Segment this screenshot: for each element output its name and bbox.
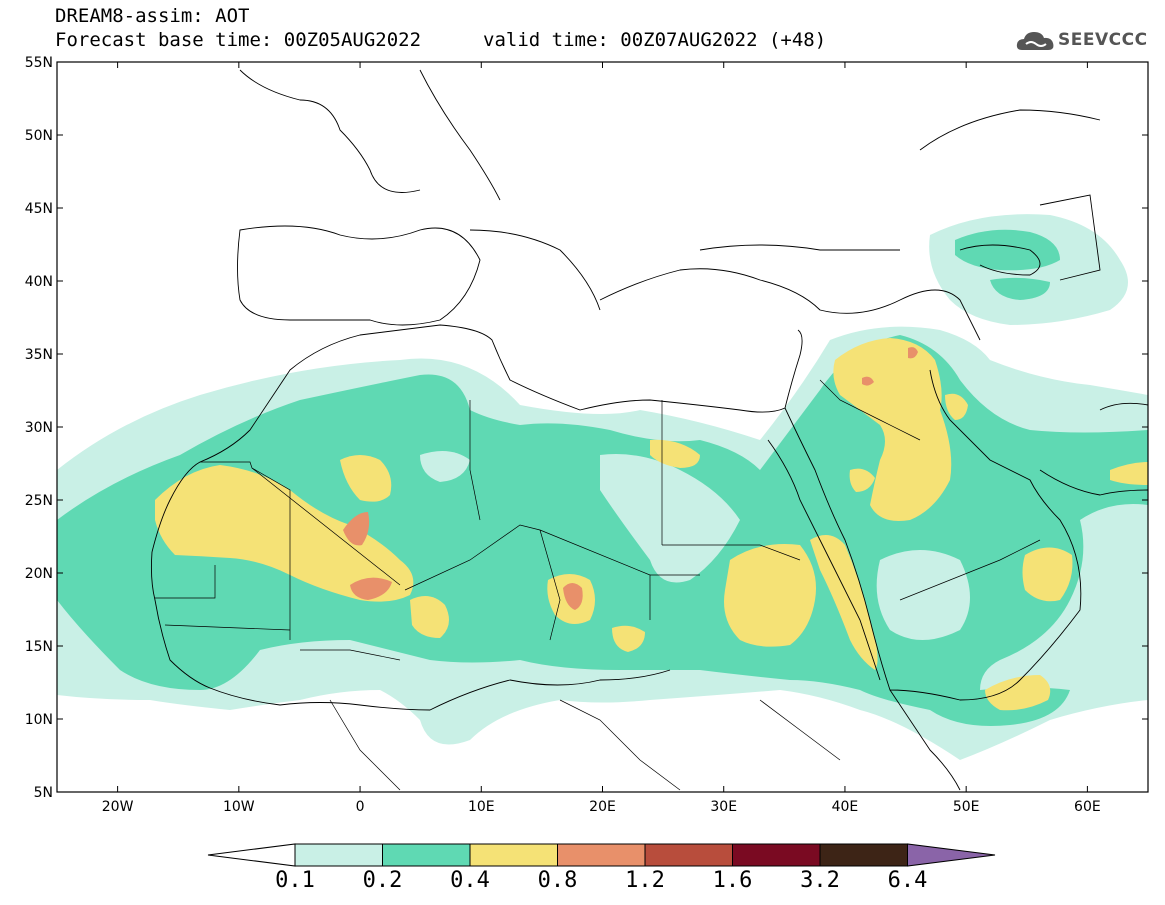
lat-tick-label: 10N bbox=[25, 712, 53, 728]
colorbar-label: 0.2 bbox=[362, 868, 403, 893]
lat-tick-label: 15N bbox=[25, 639, 53, 655]
colorbar-label: 3.2 bbox=[800, 868, 840, 893]
aot-level-0.8 bbox=[343, 347, 918, 610]
lon-tick-label: 20W bbox=[102, 799, 134, 815]
colorbar-label: 0.1 bbox=[275, 868, 315, 893]
coastlines bbox=[150, 69, 1148, 791]
lat-tick-label: 30N bbox=[25, 420, 53, 436]
colorbar bbox=[207, 843, 996, 867]
lon-tick-label: 30E bbox=[710, 799, 737, 815]
lat-tick-label: 25N bbox=[25, 493, 53, 509]
colorbar-segment bbox=[557, 843, 646, 867]
country-borders bbox=[155, 379, 1041, 791]
aot-level-0.4 bbox=[155, 338, 1148, 711]
colorbar-label: 6.4 bbox=[887, 868, 928, 893]
logo-text: SEEVCCC bbox=[1058, 30, 1148, 50]
colorbar-segment bbox=[382, 843, 471, 867]
lon-tick-label: 20E bbox=[589, 799, 616, 815]
colorbar-label: 0.8 bbox=[537, 868, 578, 893]
colorbar-segment bbox=[819, 843, 908, 867]
lon-tick-label: 40E bbox=[832, 799, 859, 815]
colorbar-segment bbox=[644, 843, 733, 867]
aot-low-gaps bbox=[420, 451, 970, 640]
colorbar-low-arrow bbox=[207, 843, 296, 867]
lat-tick-label: 50N bbox=[25, 128, 53, 144]
lon-tick-label: 50E bbox=[953, 799, 980, 815]
lat-tick-label: 20N bbox=[25, 566, 53, 582]
lat-tick-label: 5N bbox=[34, 785, 53, 801]
colorbar-label: 1.6 bbox=[712, 868, 753, 893]
seevccc-logo: SEEVCCC bbox=[1016, 26, 1156, 56]
lon-tick-label: 10E bbox=[468, 799, 495, 815]
lat-tick-label: 35N bbox=[25, 347, 53, 363]
forecast-base-time: Forecast base time: 00Z05AUG2022 bbox=[55, 29, 422, 51]
cloud-logo-icon bbox=[1016, 32, 1054, 50]
lon-tick-label: 60E bbox=[1074, 799, 1101, 815]
colorbar-segment bbox=[294, 843, 383, 867]
lon-tick-label: 10W bbox=[223, 799, 255, 815]
colorbar-label: 1.2 bbox=[625, 868, 665, 893]
colorbar-segment bbox=[469, 843, 558, 867]
longitude-ticks: 20W 10W 0 10E 20E 30E 40E 50E 60E bbox=[102, 62, 1101, 815]
lon-tick-label: 0 bbox=[356, 799, 365, 815]
colorbar-segment bbox=[732, 843, 821, 867]
valid-time: valid time: 00Z07AUG2022 (+48) bbox=[483, 29, 827, 51]
lat-tick-label: 45N bbox=[25, 201, 53, 217]
latitude-ticks: 55N 50N 45N 40N 35N 30N 25N 20N 15N 10N 5N bbox=[25, 55, 1148, 801]
colorbar-high-arrow bbox=[907, 843, 996, 867]
aot-level-0.2 bbox=[57, 229, 1148, 726]
colorbar-label: 0.4 bbox=[450, 868, 490, 893]
aot-field bbox=[57, 62, 1148, 792]
lat-tick-label: 40N bbox=[25, 274, 53, 290]
lat-tick-label: 55N bbox=[25, 55, 53, 71]
chart-title: DREAM8-assim: AOT bbox=[55, 5, 250, 27]
